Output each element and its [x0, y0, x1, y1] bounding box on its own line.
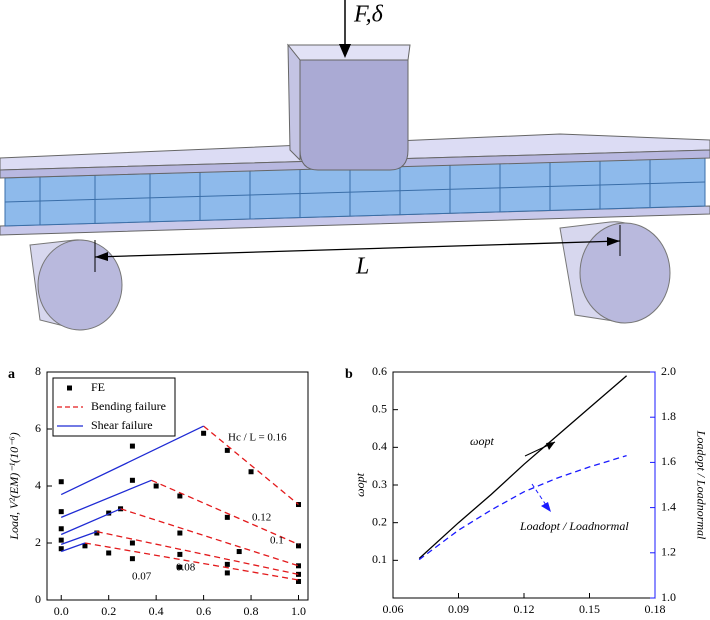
x-tick-label: 0.2 — [101, 604, 116, 618]
legend-label: Bending failure — [91, 399, 166, 413]
data-point — [58, 479, 64, 485]
annotation: 0.12 — [252, 512, 271, 524]
x-tick-label: 0.12 — [514, 602, 535, 616]
data-point — [296, 571, 302, 577]
x-tick-label: 0.18 — [645, 602, 666, 616]
data-point — [129, 556, 135, 562]
x-tick-label: 0.6 — [196, 604, 211, 618]
data-point — [177, 564, 183, 570]
data-point — [236, 549, 242, 555]
data-point — [224, 447, 230, 453]
x-tick-label: 0.06 — [383, 602, 404, 616]
y-tick-label: 6 — [35, 421, 41, 435]
y2-tick-label: 2.0 — [661, 364, 676, 378]
annotation: Hc / L = 0.16 — [228, 432, 287, 444]
legend-marker — [67, 385, 72, 391]
y2-axis-label: Loadopt / Loadnormal — [694, 430, 708, 540]
data-point — [224, 514, 230, 520]
data-point — [129, 477, 135, 483]
span-arrow — [607, 237, 620, 246]
series-annotation: Loadopt / Loadnormal — [519, 519, 629, 533]
annotation-arrow — [541, 502, 551, 512]
y2-tick-label: 1.6 — [661, 454, 676, 468]
span-arrow — [94, 240, 621, 258]
load-arrow — [339, 44, 351, 58]
y-tick-label: 0.6 — [372, 364, 387, 378]
x-tick-label: 1.0 — [291, 604, 306, 618]
data-point — [224, 561, 230, 567]
data-point — [296, 502, 302, 508]
data-point — [153, 483, 159, 489]
data-point — [58, 526, 64, 532]
x-tick-label: 0.0 — [54, 604, 69, 618]
data-point — [248, 469, 254, 475]
x-tick-label: 0.4 — [149, 604, 164, 618]
data-point — [296, 543, 302, 549]
y-tick-label: 0.1 — [372, 552, 387, 566]
data-point — [58, 546, 64, 552]
data-point — [177, 493, 183, 499]
y2-tick-label: 1.4 — [661, 499, 676, 513]
y2-tick-label: 1.0 — [661, 590, 676, 604]
y-tick-label: 2 — [35, 535, 41, 549]
force-label: F,δ — [353, 2, 384, 28]
series-line — [418, 454, 627, 561]
annotation: 0.07 — [132, 571, 152, 583]
y-tick-label: 0.4 — [372, 439, 387, 453]
panel-label: b — [345, 367, 353, 382]
chart: b 0.06 0.09 0.12 0.15 0.18 0.1 0.2 0.3 0.4 0.5 0.6 1… — [345, 364, 708, 620]
data-point — [201, 430, 207, 436]
series-line — [84, 425, 299, 581]
roller — [37, 239, 123, 331]
y2-tick-label: 1.8 — [661, 409, 676, 423]
roller — [579, 222, 671, 324]
panel-label: a — [8, 367, 15, 382]
data-point — [177, 530, 183, 536]
y-axis-label: ωopt — [353, 472, 367, 496]
data-point — [296, 578, 302, 584]
data-point — [58, 537, 64, 543]
data-point — [224, 570, 230, 576]
data-point — [129, 443, 135, 449]
data-point — [82, 543, 88, 549]
y-tick-label: 0.3 — [372, 477, 387, 491]
data-point — [177, 551, 183, 557]
series-annotation: ωopt — [470, 434, 494, 448]
y-tick-label: 8 — [35, 364, 41, 378]
y-tick-label: 0.2 — [372, 514, 387, 528]
chart: a0.00.20.40.60.81.002468ωLoad, V²(EM)⁻¹(… — [7, 364, 309, 618]
span-label: L — [355, 254, 369, 280]
series-line — [418, 375, 628, 559]
annotation: 0.08 — [176, 562, 196, 574]
y-axis-label: Load, V²(EM)⁻¹(10⁻⁶) — [7, 432, 21, 540]
load-block — [287, 43, 301, 162]
x-tick-label: 0.09 — [448, 602, 469, 616]
data-point — [106, 510, 112, 516]
span-arrow — [95, 252, 108, 261]
series-line — [60, 425, 204, 553]
illustration: F,δ L — [0, 0, 710, 331]
y-tick-label: 4 — [35, 478, 41, 492]
load-block — [299, 59, 409, 171]
annotation-arrow — [546, 442, 555, 450]
legend-label: Shear failure — [91, 418, 153, 432]
x-tick-label: 0.15 — [579, 602, 600, 616]
y2-tick-label: 1.2 — [661, 545, 676, 559]
data-point — [296, 563, 302, 569]
plot-frame — [392, 371, 656, 599]
y-tick-label: 0 — [35, 592, 41, 606]
data-point — [94, 530, 100, 536]
data-point — [106, 550, 112, 556]
y-tick-label: 0.5 — [372, 401, 387, 415]
x-tick-label: 0.8 — [244, 604, 259, 618]
annotation: 0.1 — [270, 535, 284, 547]
legend-label: FE — [91, 380, 105, 394]
data-point — [129, 540, 135, 546]
stiffeners — [4, 159, 706, 225]
data-point — [58, 509, 64, 515]
